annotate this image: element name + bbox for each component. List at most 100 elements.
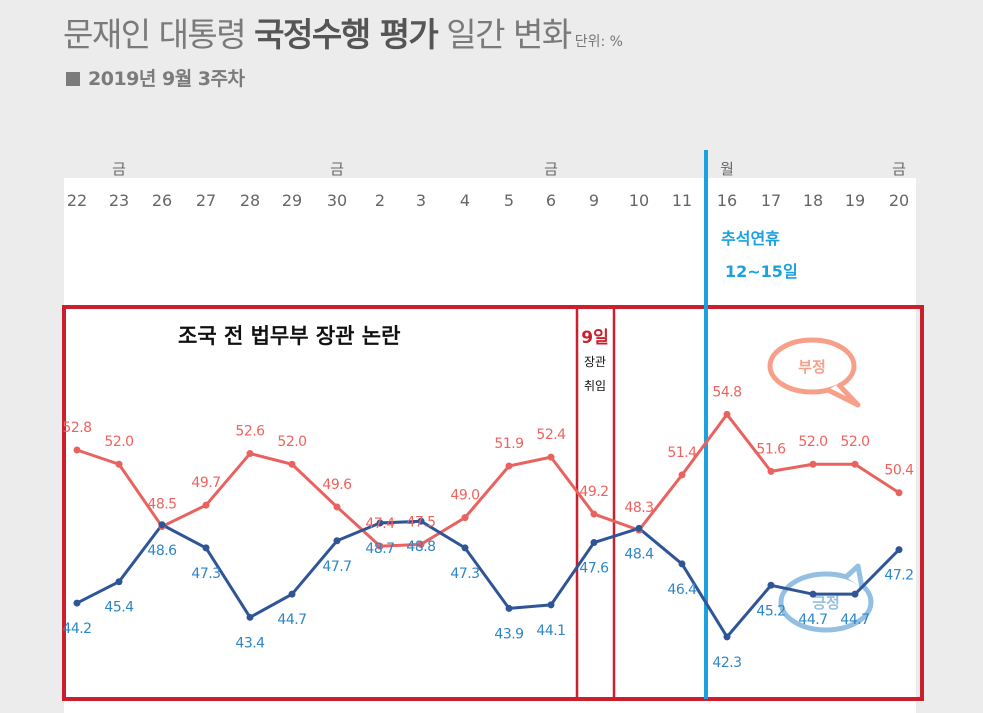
title-suffix: 일간 변화 bbox=[437, 15, 572, 54]
positive-point-16 bbox=[767, 581, 775, 589]
positive-point-10 bbox=[505, 604, 513, 612]
positive-point-0 bbox=[73, 599, 81, 607]
negative-value-label-4: 52.6 bbox=[235, 424, 265, 440]
positive-value-label-6: 47.7 bbox=[322, 559, 351, 575]
negative-point-11 bbox=[547, 453, 555, 461]
negative-point-4 bbox=[246, 450, 254, 458]
date-label-17: 18 bbox=[803, 191, 823, 210]
negative-value-label-15: 54.8 bbox=[712, 384, 741, 400]
negative-point-6 bbox=[333, 503, 341, 511]
date-label-2: 26 bbox=[152, 191, 172, 210]
positive-bubble-text: 긍정 bbox=[812, 594, 840, 612]
date-label-6: 30 bbox=[327, 191, 347, 210]
negative-point-12 bbox=[590, 510, 598, 518]
positive-value-label-12: 47.6 bbox=[579, 561, 609, 577]
date-label-10: 5 bbox=[504, 191, 514, 210]
positive-value-label-15: 42.3 bbox=[712, 655, 741, 671]
negative-value-label-19: 50.4 bbox=[884, 463, 914, 479]
positive-value-label-2: 48.6 bbox=[147, 543, 177, 559]
negative-value-label-3: 49.7 bbox=[191, 475, 220, 491]
date-label-12: 9 bbox=[589, 191, 599, 210]
positive-value-label-9: 47.3 bbox=[450, 566, 479, 582]
positive-value-label-14: 46.4 bbox=[667, 582, 697, 598]
date-label-7: 2 bbox=[375, 191, 385, 210]
weekday-mark-19: 금 bbox=[892, 160, 906, 178]
positive-point-15 bbox=[723, 633, 731, 641]
negative-value-label-13: 48.3 bbox=[624, 500, 653, 516]
negative-value-label-5: 52.0 bbox=[277, 434, 306, 450]
negative-value-label-17: 52.0 bbox=[798, 434, 827, 450]
date-label-9: 4 bbox=[460, 191, 470, 210]
positive-value-label-5: 44.7 bbox=[277, 612, 306, 628]
positive-value-label-16: 45.2 bbox=[756, 603, 785, 619]
positive-point-2 bbox=[158, 521, 166, 529]
unit-label: 단위: % bbox=[574, 34, 623, 50]
date-label-13: 10 bbox=[629, 191, 649, 210]
title-bold: 국정수행 평가 bbox=[254, 15, 439, 54]
controversy-frame bbox=[62, 305, 924, 701]
date-label-4: 28 bbox=[240, 191, 260, 210]
negative-point-3 bbox=[202, 501, 210, 509]
negative-value-label-10: 51.9 bbox=[494, 436, 523, 452]
title-prefix: 문재인 대통령 bbox=[63, 15, 255, 54]
negative-value-label-9: 49.0 bbox=[450, 488, 479, 504]
positive-point-3 bbox=[202, 544, 210, 552]
date-label-19: 20 bbox=[889, 191, 909, 210]
positive-value-label-13: 48.4 bbox=[624, 546, 654, 562]
appointment-day-label: 9일 bbox=[581, 328, 608, 348]
negative-point-15 bbox=[723, 410, 731, 418]
positive-point-14 bbox=[678, 560, 686, 568]
negative-point-19 bbox=[895, 489, 903, 497]
positive-value-label-8: 48.8 bbox=[406, 539, 435, 555]
positive-value-label-19: 47.2 bbox=[884, 568, 913, 584]
negative-series-line bbox=[76, 412, 900, 548]
positive-point-18 bbox=[851, 590, 859, 598]
appointment-sub2: 취임 bbox=[584, 379, 606, 393]
weekday-mark-11: 금 bbox=[544, 160, 558, 178]
page-title: 문재인 대통령 국정수행 평가 일간 변화 단위: % bbox=[63, 8, 623, 56]
weekday-mark-6: 금 bbox=[330, 160, 344, 178]
negative-point-16 bbox=[767, 467, 775, 475]
negative-point-10 bbox=[505, 462, 513, 470]
negative-value-label-2: 48.5 bbox=[147, 497, 176, 513]
positive-value-label-18: 44.7 bbox=[840, 612, 869, 628]
positive-point-1 bbox=[115, 578, 123, 586]
negative-value-label-1: 52.0 bbox=[104, 434, 133, 450]
date-label-18: 19 bbox=[845, 191, 865, 210]
square-bullet-icon bbox=[66, 72, 80, 86]
positive-bubble-icon: 긍정 bbox=[778, 563, 874, 633]
positive-series-line bbox=[76, 519, 901, 639]
date-label-11: 6 bbox=[546, 191, 556, 210]
negative-point-0 bbox=[73, 446, 81, 454]
date-label-3: 27 bbox=[196, 191, 216, 210]
negative-bubble-icon: 부정 bbox=[767, 337, 861, 408]
positive-value-label-17: 44.7 bbox=[798, 612, 827, 628]
date-label-0: 22 bbox=[67, 191, 87, 210]
weekday-mark-1: 금 bbox=[112, 160, 126, 178]
negative-value-label-0: 52.8 bbox=[62, 420, 91, 436]
date-label-8: 3 bbox=[416, 191, 426, 210]
negative-point-5 bbox=[288, 460, 296, 468]
positive-point-8 bbox=[417, 517, 425, 525]
positive-point-11 bbox=[547, 601, 555, 609]
subtitle: 2019년 9월 3주차 bbox=[66, 64, 245, 91]
positive-point-6 bbox=[333, 537, 341, 545]
subtitle-text: 2019년 9월 3주차 bbox=[88, 68, 245, 90]
positive-point-13 bbox=[635, 524, 643, 532]
negative-value-label-16: 51.6 bbox=[756, 441, 786, 457]
positive-value-label-0: 44.2 bbox=[62, 621, 91, 637]
negative-value-label-6: 49.6 bbox=[322, 477, 352, 493]
negative-point-18 bbox=[851, 460, 859, 468]
negative-value-label-12: 49.2 bbox=[579, 484, 608, 500]
date-label-16: 17 bbox=[761, 191, 781, 210]
weekday-mark-15: 월 bbox=[720, 160, 734, 178]
negative-value-label-14: 51.4 bbox=[667, 445, 697, 461]
date-label-15: 16 bbox=[717, 191, 737, 210]
negative-point-8 bbox=[417, 540, 425, 548]
negative-value-label-18: 52.0 bbox=[840, 434, 869, 450]
positive-value-label-11: 44.1 bbox=[536, 623, 565, 639]
positive-point-5 bbox=[288, 590, 296, 598]
negative-value-label-7: 47.4 bbox=[365, 516, 395, 532]
appointment-sub1: 장관 bbox=[584, 355, 606, 369]
